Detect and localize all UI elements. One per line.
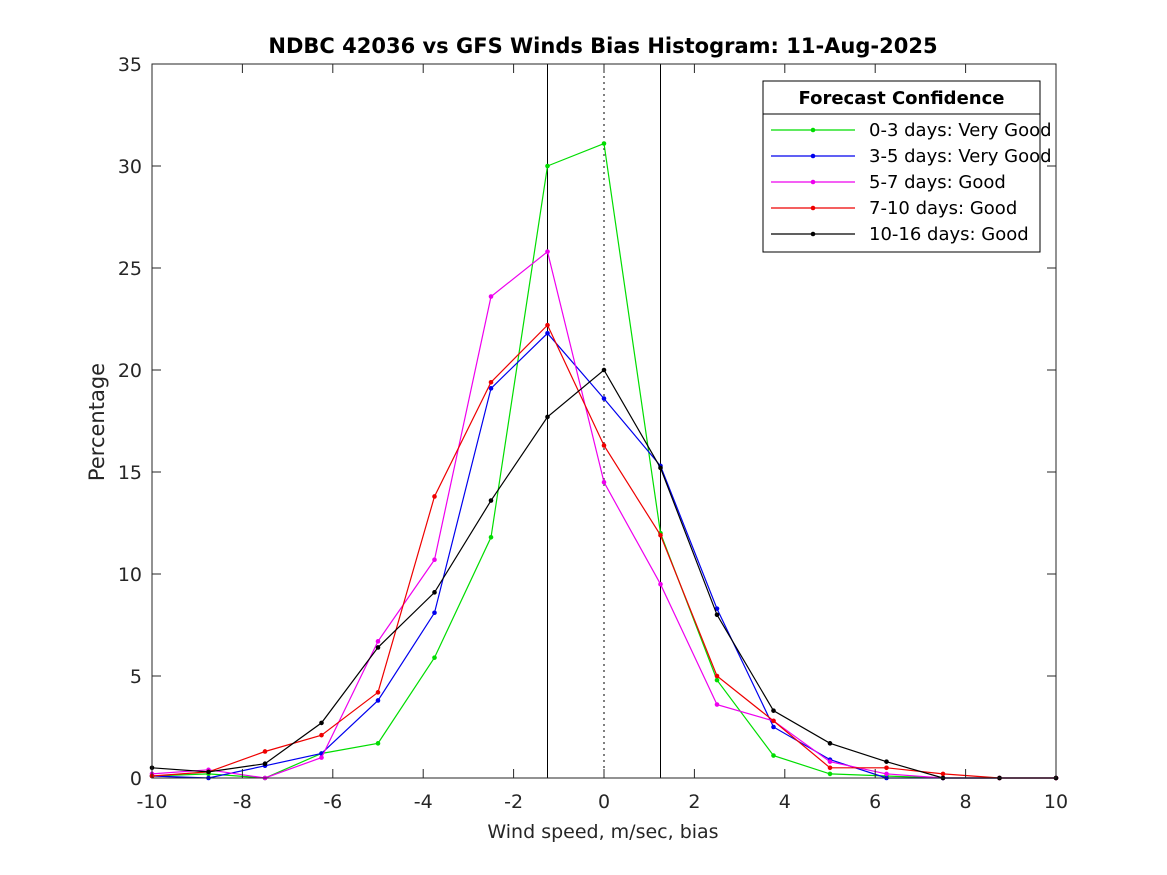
legend-item: 5-7 days: Good (771, 172, 1006, 193)
data-point (488, 386, 494, 391)
data-point (262, 749, 268, 754)
data-point (771, 708, 776, 713)
data-point (771, 753, 776, 758)
x-tick-label: 6 (869, 791, 881, 813)
legend-label: 3-5 days: Very Good (869, 146, 1052, 167)
legend-item: 7-10 days: Good (771, 198, 1017, 219)
legend-label: 10-16 days: Good (869, 224, 1029, 245)
data-point (601, 367, 607, 373)
data-point (488, 498, 494, 503)
y-tick-label: 0 (130, 768, 142, 790)
data-point (714, 677, 720, 683)
y-tick-label: 20 (118, 360, 142, 382)
data-point (488, 294, 494, 299)
x-tick-label: -4 (414, 791, 433, 813)
data-point (432, 590, 437, 595)
x-tick-label: -8 (233, 791, 252, 813)
data-point (714, 612, 720, 618)
data-point (658, 532, 663, 538)
data-point (319, 732, 324, 738)
y-axis-label: Percentage (85, 363, 109, 481)
legend: Forecast Confidence 0-3 days: Very Good 3-… (762, 80, 1052, 253)
data-point (432, 655, 437, 660)
data-point (545, 414, 550, 420)
data-point (545, 249, 550, 254)
x-tick-label: -2 (504, 791, 523, 813)
legend-item: 3-5 days: Very Good (771, 146, 1052, 167)
data-point (827, 765, 833, 771)
data-point (545, 322, 550, 328)
data-point (432, 610, 437, 616)
legend-swatch-marker (810, 205, 816, 211)
data-point (771, 718, 776, 724)
data-point (658, 465, 663, 471)
data-point (940, 771, 946, 777)
x-tick-label: 4 (779, 791, 791, 813)
data-point (714, 673, 720, 679)
y-tick-label: 15 (118, 462, 142, 484)
data-point (601, 479, 607, 485)
data-point (262, 761, 268, 767)
x-tick-label: 0 (598, 791, 610, 813)
data-point (884, 759, 889, 764)
data-point (601, 141, 607, 146)
legend-swatch-marker (810, 127, 816, 133)
data-point (375, 698, 381, 703)
data-point (827, 741, 833, 746)
data-point (488, 534, 494, 540)
axes: -10 -8 -6 -4 -2 0 2 4 6 8 10 0 5 10 15 20 25 30 35 (118, 54, 1068, 813)
data-point (601, 396, 607, 401)
data-point (545, 163, 550, 169)
data-point (827, 771, 833, 777)
data-point (375, 639, 381, 644)
x-tick-label: -6 (323, 791, 342, 813)
data-point (432, 494, 437, 499)
legend-item: 10-16 days: Good (771, 224, 1029, 245)
chart-title: NDBC 42036 vs GFS Winds Bias Histogram: … (268, 34, 937, 58)
data-point (771, 724, 776, 730)
x-axis-label: Wind speed, m/sec, bias (487, 821, 718, 843)
data-point (601, 443, 607, 448)
legend-swatch-marker (810, 179, 816, 185)
x-tick-label: 10 (1044, 791, 1068, 813)
x-tick-label: 8 (960, 791, 972, 813)
legend-swatch-marker (810, 231, 816, 237)
legend-label: 7-10 days: Good (869, 198, 1017, 219)
y-tick-label: 10 (118, 564, 142, 586)
y-tick-label: 30 (118, 156, 142, 178)
data-point (375, 690, 381, 695)
y-tick-label: 35 (118, 54, 142, 76)
y-tick-label: 5 (130, 666, 142, 688)
legend-box (762, 80, 1041, 253)
data-point (432, 557, 437, 563)
data-point (714, 702, 720, 707)
data-point (827, 759, 833, 764)
data-point (206, 769, 211, 775)
series-5 (149, 367, 1059, 781)
legend-label: 5-7 days: Good (869, 172, 1006, 193)
data-point (884, 765, 889, 771)
x-tick-label: -10 (136, 791, 167, 813)
legend-swatch-marker (810, 153, 816, 159)
data-point (714, 606, 720, 611)
series-layer (149, 141, 1059, 781)
legend-item: 0-3 days: Very Good (771, 120, 1052, 141)
data-point (884, 771, 889, 777)
data-point (658, 581, 663, 587)
legend-title: Forecast Confidence (799, 88, 1005, 109)
x-tick-label: 2 (688, 791, 700, 813)
reference-lines (547, 64, 661, 778)
data-point (375, 741, 381, 746)
data-point (488, 379, 494, 385)
y-tick-label: 25 (118, 258, 142, 280)
data-point (319, 720, 324, 726)
legend-label: 0-3 days: Very Good (869, 120, 1052, 141)
data-point (545, 330, 550, 336)
data-point (319, 755, 324, 760)
data-point (375, 645, 381, 650)
